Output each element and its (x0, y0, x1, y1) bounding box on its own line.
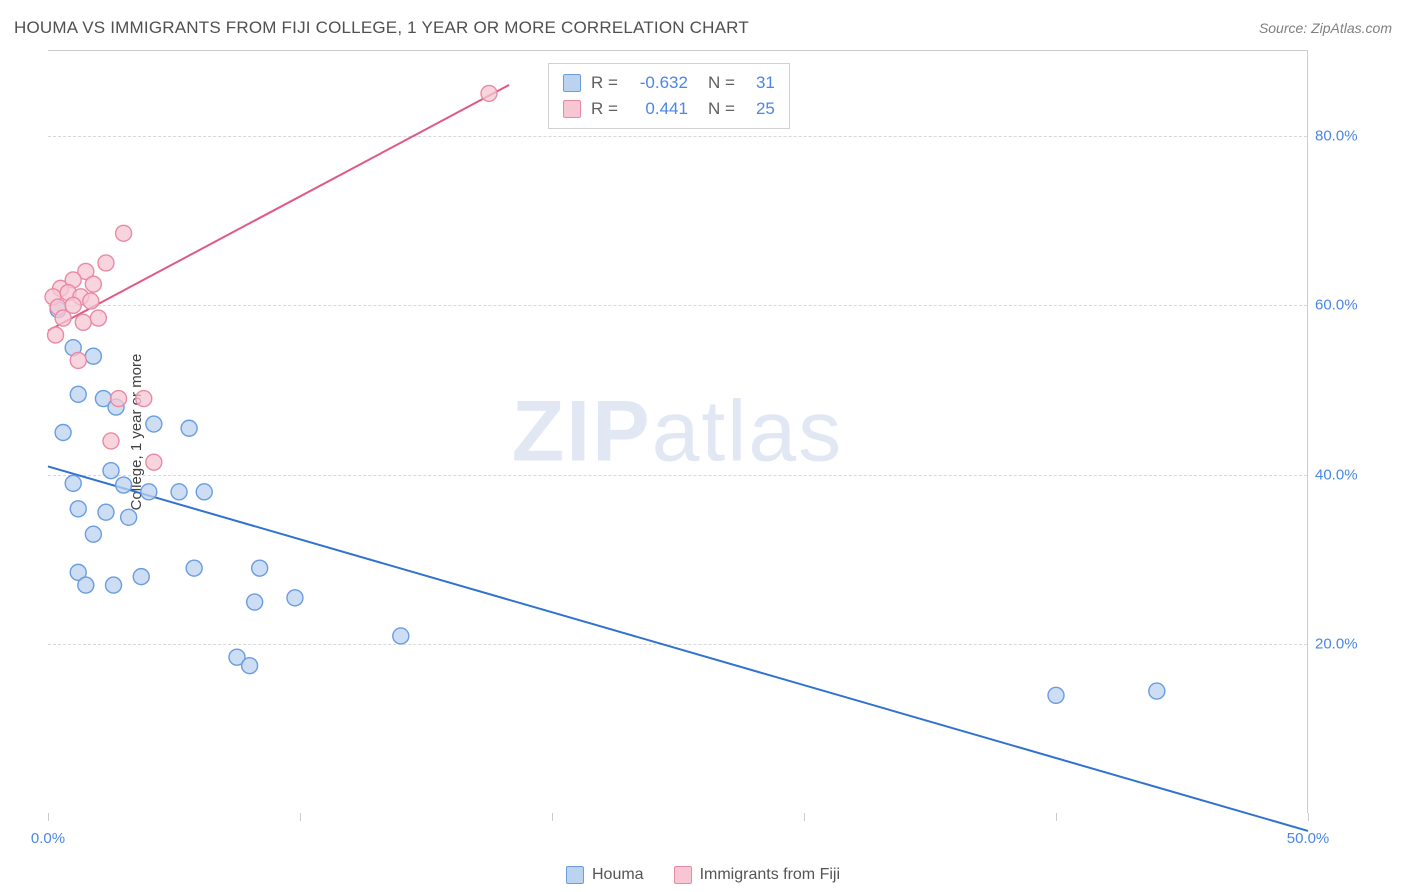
stats-row: R = -0.632 N = 31 (563, 70, 775, 96)
scatter-point (78, 577, 94, 593)
scatter-point (48, 327, 64, 343)
scatter-point (136, 391, 152, 407)
scatter-point (1149, 683, 1165, 699)
scatter-point (83, 293, 99, 309)
source-attribution: Source: ZipAtlas.com (1259, 20, 1392, 36)
x-tick (804, 813, 805, 821)
scatter-point (146, 454, 162, 470)
scatter-point (98, 504, 114, 520)
scatter-point (85, 526, 101, 542)
legend-swatch (674, 866, 692, 884)
y-tick-label: 40.0% (1315, 466, 1385, 483)
scatter-point (70, 501, 86, 517)
scatter-point (247, 594, 263, 610)
scatter-svg (48, 51, 1307, 813)
chart-title: HOUMA VS IMMIGRANTS FROM FIJI COLLEGE, 1… (14, 18, 749, 38)
scatter-point (85, 348, 101, 364)
stat-r-label: R = (591, 96, 618, 122)
scatter-point (70, 352, 86, 368)
scatter-point (1048, 687, 1064, 703)
scatter-point (481, 85, 497, 101)
trend-line (48, 85, 509, 331)
legend-item: Immigrants from Fiji (674, 866, 840, 884)
legend-label: Houma (592, 866, 644, 884)
scatter-point (55, 310, 71, 326)
correlation-stats-box: R = -0.632 N = 31 R = 0.441 N = 25 (548, 63, 790, 129)
stat-n-label: N = (708, 96, 735, 122)
stat-r-label: R = (591, 70, 618, 96)
scatter-point (103, 433, 119, 449)
scatter-point (287, 590, 303, 606)
y-tick-label: 20.0% (1315, 636, 1385, 653)
scatter-point (106, 577, 122, 593)
scatter-point (242, 658, 258, 674)
series-swatch (563, 100, 581, 118)
scatter-point (75, 314, 91, 330)
scatter-point (141, 484, 157, 500)
scatter-point (252, 560, 268, 576)
scatter-point (70, 386, 86, 402)
scatter-point (116, 477, 132, 493)
legend-swatch (566, 866, 584, 884)
stat-n-value: 25 (745, 96, 775, 122)
x-tick (1308, 813, 1309, 821)
scatter-point (90, 310, 106, 326)
scatter-point (103, 463, 119, 479)
x-tick (552, 813, 553, 821)
x-tick (1056, 813, 1057, 821)
scatter-point (121, 509, 137, 525)
stat-n-value: 31 (745, 70, 775, 96)
scatter-point (181, 420, 197, 436)
plot-area: College, 1 year or more ZIPatlas 20.0%40… (48, 50, 1308, 813)
scatter-point (98, 255, 114, 271)
x-tick-label: 0.0% (31, 830, 65, 847)
scatter-point (133, 569, 149, 585)
scatter-point (111, 391, 127, 407)
legend-item: Houma (566, 866, 644, 884)
scatter-point (146, 416, 162, 432)
stats-row: R = 0.441 N = 25 (563, 96, 775, 122)
scatter-point (116, 225, 132, 241)
scatter-point (85, 276, 101, 292)
y-tick-label: 80.0% (1315, 127, 1385, 144)
legend: Houma Immigrants from Fiji (566, 866, 840, 884)
series-swatch (563, 74, 581, 92)
stat-r-value: -0.632 (628, 70, 688, 96)
scatter-point (186, 560, 202, 576)
scatter-point (65, 475, 81, 491)
stat-n-label: N = (708, 70, 735, 96)
scatter-point (393, 628, 409, 644)
x-tick (48, 813, 49, 821)
x-tick-label: 50.0% (1287, 830, 1330, 847)
scatter-point (196, 484, 212, 500)
legend-label: Immigrants from Fiji (700, 866, 840, 884)
scatter-point (55, 425, 71, 441)
x-tick (300, 813, 301, 821)
stat-r-value: 0.441 (628, 96, 688, 122)
scatter-point (171, 484, 187, 500)
y-tick-label: 60.0% (1315, 297, 1385, 314)
